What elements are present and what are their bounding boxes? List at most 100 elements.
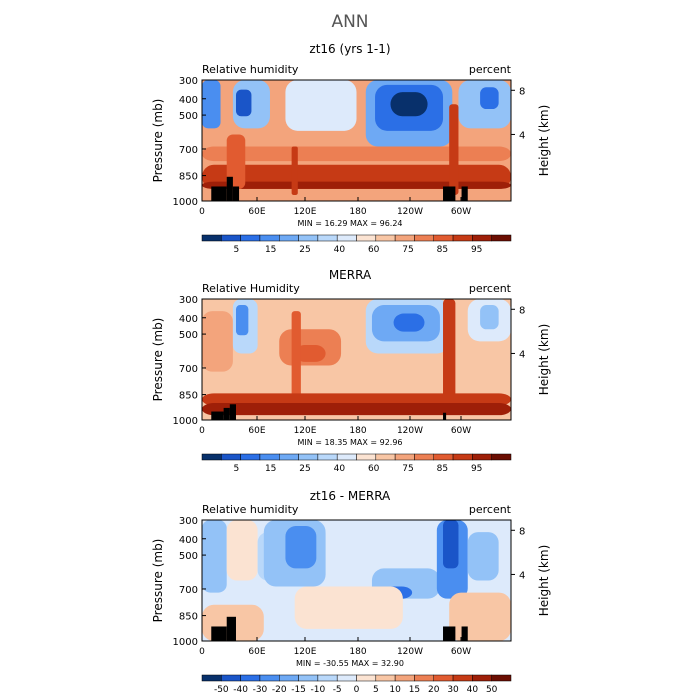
terrain-block [461,626,468,641]
y-tick-label: 850 [179,612,198,623]
colorbar-swatch [259,674,280,682]
chart-right-label: percent [469,63,512,76]
y-tick-label: 850 [179,391,198,402]
heatmap-cell [294,344,326,362]
heatmap-cell [467,532,499,581]
colorbar-swatch [317,234,338,242]
x-tick-label: 0 [199,426,205,436]
colorbar-swatch [336,674,357,682]
heatmap-cell [202,80,221,129]
y2-axis-label: Height (km) [537,545,551,616]
heatmap-cell [235,89,252,117]
colorbar-swatch [279,453,299,461]
colorbar-label: 10 [389,685,401,695]
x-tick-label: 180 [349,647,366,657]
colorbar-label: 95 [471,464,482,474]
heatmap-cell [325,520,434,542]
chart-right-label: percent [469,282,512,295]
colorbar-label: -5 [333,685,342,695]
y-axis-label: Pressure (mb) [151,318,165,402]
colorbar-swatch [356,234,377,242]
y2-tick-label: 8 [519,305,525,316]
heatmap-cell [202,403,511,416]
page-title: ANN [331,12,369,32]
heatmap-cell [291,146,298,195]
x-tick-label: 120E [294,647,317,657]
colorbar-label: 30 [447,685,459,695]
x-tick-label: 120W [397,647,423,657]
colorbar-label: -10 [311,685,326,695]
y-tick-label: 1000 [173,637,198,648]
colorbar-swatch [356,674,377,682]
colorbar-swatch [259,234,280,242]
colorbar-label: 15 [265,245,276,255]
terrain-block [443,626,456,641]
terrain-block [443,186,456,201]
colorbar-swatch [491,234,512,242]
colorbar-swatch [201,453,222,461]
y-axis-label: Pressure (mb) [151,539,165,623]
colorbar-swatch [317,453,338,461]
colorbar-swatch [336,453,357,461]
x-tick-label: 0 [199,647,205,657]
terrain-block [232,186,240,201]
x-tick-label: 60E [248,207,265,217]
x-tick-label: 120W [397,426,423,436]
heatmap-cell [226,520,258,581]
colorbar-label: 0 [354,685,360,695]
colorbar-label: -15 [291,685,306,695]
colorbar-label: 5 [233,464,239,474]
heatmap-cell [202,311,233,372]
colorbar-swatch [240,674,261,682]
terrain-block [461,186,468,201]
plot-frame [201,298,512,421]
colorbar-label: 60 [368,464,380,474]
colorbar-swatch [414,234,434,242]
heatmap-cell [393,313,425,332]
colorbar-swatch [433,234,454,242]
terrain-block [443,412,447,420]
heatmap-cell [202,146,511,162]
chart-panel-1: zt16 (yrs 1-1) Relative humidity percent 30… [151,42,551,255]
heatmap-cell [285,80,357,131]
colorbar-swatch [298,674,319,682]
y-tick-label: 300 [179,76,198,87]
colorbar-swatch [336,234,357,242]
colorbar-label: 75 [402,245,413,255]
y2-tick-label: 4 [519,130,525,141]
colorbar-swatch [317,674,338,682]
x-tick-label: 120W [397,207,423,217]
x-tick-label: 60W [451,647,471,657]
colorbar-swatch [414,674,434,682]
chart-right-label: percent [469,503,512,516]
y-tick-label: 700 [179,145,198,156]
x-tick-label: 120E [294,207,317,217]
colorbar-swatch [298,453,319,461]
colorbar-swatch [356,453,377,461]
y2-tick-label: 4 [519,349,525,360]
colorbar-swatch [298,234,319,242]
x-tick-label: 60W [451,426,471,436]
colorbar-swatch [491,453,512,461]
terrain-block [223,407,230,420]
x-tick-label: 180 [349,426,366,436]
y-axis-label: Pressure (mb) [151,99,165,183]
colorbar-label: 15 [409,685,420,695]
colorbar-swatch [472,453,492,461]
x-tick-label: 0 [199,207,205,217]
terrain-block [211,626,227,641]
colorbar-swatch [394,674,415,682]
colorbar-label: 50 [486,685,498,695]
plot-frame [201,519,512,642]
colorbar-label: -20 [272,685,287,695]
colorbar-label: 25 [299,464,310,474]
y-tick-label: 400 [179,535,198,546]
colorbar-swatch [201,674,222,682]
colorbar-swatch [221,674,241,682]
colorbar-label: 25 [299,245,310,255]
chart-left-label: Relative Humidity [202,282,300,295]
colorbar-swatch [433,453,454,461]
